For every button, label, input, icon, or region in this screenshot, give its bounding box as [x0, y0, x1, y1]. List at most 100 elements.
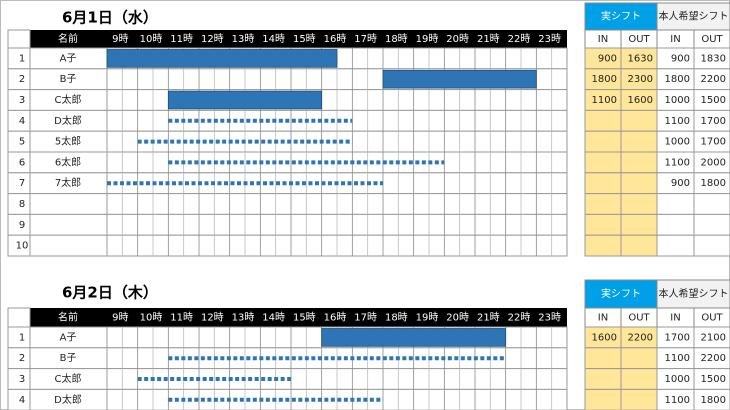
row-name: 5太郎: [55, 135, 81, 148]
hour-label: 16時: [324, 33, 347, 45]
shift-time: 1700: [665, 332, 690, 343]
value-cell: [584, 172, 622, 195]
row-name: A子: [60, 331, 77, 343]
shift-time: 2200: [628, 332, 653, 343]
hour-label: 15時: [293, 33, 316, 45]
row-number: 8: [19, 199, 25, 210]
value-cell: [620, 368, 658, 390]
shift-time: 1800: [665, 74, 690, 85]
hour-label: 23時: [538, 33, 561, 45]
value-cell: [584, 368, 622, 390]
shift-time: 1100: [592, 95, 617, 106]
value-cell: [693, 234, 730, 257]
row-name: B子: [60, 73, 77, 85]
row-name: C太郎: [55, 93, 82, 106]
hour-label: 20時: [446, 33, 469, 45]
actual-header: [584, 279, 658, 309]
actual-header-text: 実シフト: [601, 10, 641, 23]
sub-header: IN: [670, 34, 680, 45]
shift-time: 1000: [665, 137, 690, 148]
value-cell: [584, 109, 622, 132]
row-number: 7: [19, 178, 25, 189]
shift-time: 1700: [701, 137, 726, 148]
shift-time: 1500: [701, 374, 726, 385]
header-row: [30, 308, 567, 327]
hour-label: 14時: [262, 33, 285, 45]
value-cell: [656, 213, 695, 236]
header-num-cell: [7, 307, 31, 328]
actual-bar: [382, 69, 537, 89]
actual-bar: [167, 90, 323, 110]
row-number: 10: [16, 241, 29, 252]
shift-time: 1100: [665, 157, 690, 168]
header-name: 名前: [58, 32, 78, 45]
sub-header: OUT: [701, 34, 723, 45]
actual-header-text: 実シフト: [601, 287, 641, 300]
shift-time: 2000: [701, 157, 726, 168]
name-cell: [29, 213, 108, 236]
row-name: C太郎: [55, 372, 82, 385]
shift-time: 1600: [628, 95, 653, 106]
row-name: 7太郎: [55, 176, 81, 189]
shift-time: 1100: [665, 353, 690, 364]
sub-header: OUT: [628, 313, 650, 324]
hour-label: 16時: [324, 312, 347, 324]
value-cell: [620, 388, 658, 410]
header-name: 名前: [58, 311, 78, 324]
value-cell: [620, 151, 658, 174]
row-number: 3: [19, 95, 25, 106]
row-number: 4: [19, 395, 25, 406]
shift-time: 2100: [701, 332, 726, 343]
row-number: 5: [19, 137, 25, 148]
shift-time: 1800: [592, 74, 617, 85]
hope-header: [656, 279, 730, 309]
hour-label: 9時: [112, 33, 128, 45]
hour-label: 18時: [385, 312, 408, 324]
value-cell: [693, 213, 730, 236]
header-row: [30, 30, 567, 48]
value-cell: [620, 234, 658, 257]
hour-label: 23時: [538, 312, 561, 324]
name-cell: [29, 234, 108, 257]
shift-time: 1000: [665, 374, 690, 385]
value-cell: [620, 172, 658, 195]
hour-label: 12時: [201, 312, 224, 324]
row-name: D太郎: [54, 114, 82, 127]
sub-header: IN: [598, 34, 608, 45]
hope-header-text: 本人希望シフト: [659, 287, 729, 300]
hour-label: 19時: [416, 312, 439, 324]
value-cell: [584, 130, 622, 153]
row-number: 4: [19, 116, 25, 127]
hour-label: 17時: [354, 33, 377, 45]
shift-time: 1000: [665, 95, 690, 106]
value-cell: [620, 347, 658, 370]
value-cell: [656, 234, 695, 257]
shift-time: 1500: [701, 95, 726, 106]
hour-label: 11時: [170, 312, 193, 324]
hour-label: 22時: [508, 312, 531, 324]
value-cell: [584, 234, 622, 257]
value-cell: [584, 347, 622, 370]
row-name: D太郎: [54, 393, 82, 406]
value-cell: [620, 213, 658, 236]
value-cell: [584, 213, 622, 236]
hour-label: 14時: [262, 312, 285, 324]
shift-time: 1630: [628, 53, 653, 64]
day-title: 6月1日（水）: [62, 9, 158, 27]
hour-label: 13時: [232, 33, 255, 45]
hope-header-text: 本人希望シフト: [659, 10, 729, 23]
row-number: 3: [19, 374, 25, 385]
value-cell: [656, 193, 695, 215]
value-cell: [620, 193, 658, 215]
value-cell: [620, 130, 658, 153]
row-name: A子: [60, 52, 77, 64]
hour-label: 19時: [416, 33, 439, 45]
shift-time: 1700: [701, 116, 726, 127]
row-number: 1: [19, 332, 25, 343]
sub-header: OUT: [701, 313, 723, 324]
value-cell: [584, 151, 622, 174]
sub-header: OUT: [628, 34, 650, 45]
sub-header: IN: [670, 313, 680, 324]
hour-label: 17時: [354, 312, 377, 324]
